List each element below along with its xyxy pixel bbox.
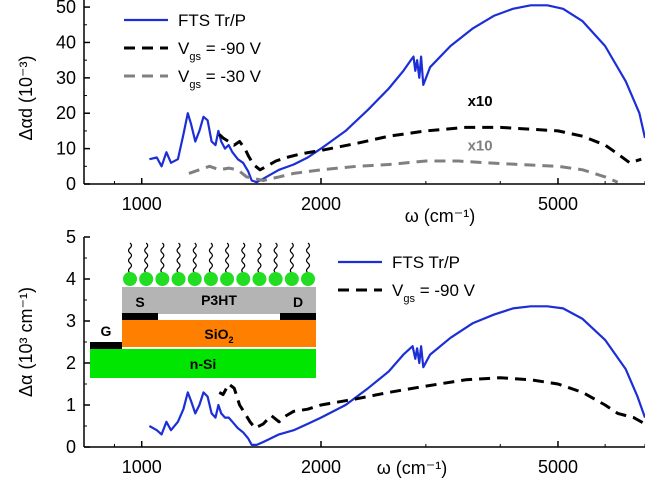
top-series-0-line xyxy=(149,4,645,184)
molecule-chain xyxy=(176,242,181,274)
bottom-y-tick-label: 2 xyxy=(66,353,76,373)
molecule-chain xyxy=(208,242,214,274)
molecule-head xyxy=(155,272,170,286)
bottom-series-1-line xyxy=(218,376,645,430)
sio2-label: SiO2 xyxy=(204,326,233,345)
bottom-x-axis-label: ω (cm⁻¹) xyxy=(377,458,448,478)
top-x-tick-label: 1000 xyxy=(122,194,162,214)
drain-label: D xyxy=(293,294,303,310)
top-annotations: x10 x10 xyxy=(468,93,493,154)
top-legend-label-0: FTS Tr/P xyxy=(178,11,246,30)
top-annotation-1: x10 xyxy=(468,137,493,154)
top-y-tick-label: 10 xyxy=(56,139,76,159)
molecule-chain xyxy=(144,242,149,274)
bottom-y-axis-label: Δα (10³ cm⁻¹) xyxy=(16,287,36,397)
top-series-2-line xyxy=(188,159,619,184)
molecule-head xyxy=(123,272,137,286)
top-legend: FTS Tr/P Vgs = -90 V Vgs = -30 V xyxy=(124,11,262,91)
molecule-chain xyxy=(289,242,294,274)
gate-label: G xyxy=(101,323,112,339)
molecule-chain xyxy=(160,242,165,274)
gate-electrode xyxy=(90,342,122,349)
top-x-tick-label: 5000 xyxy=(538,194,578,214)
top-y-tick-label: 50 xyxy=(56,0,76,17)
bottom-legend: FTS Tr/P Vgs = -90 V xyxy=(338,253,476,305)
source-electrode xyxy=(122,313,158,320)
device-schematic-inset: P3HT S D SiO2 G n-Si xyxy=(90,242,316,378)
molecule-head xyxy=(139,272,154,286)
molecule-chain xyxy=(305,242,311,274)
svg-text:ω (cm⁻¹): ω (cm⁻¹) xyxy=(377,458,448,478)
bottom-legend-label-0: FTS Tr/P xyxy=(392,253,460,272)
molecule-head xyxy=(252,272,267,286)
molecule-head xyxy=(220,272,235,286)
molecule-chain xyxy=(241,242,246,274)
top-tick-labels: 0 10 20 30 40 50 1000 2000 5000 xyxy=(56,0,578,214)
molecule-head xyxy=(268,272,283,286)
top-annotation-0: x10 xyxy=(468,93,493,110)
molecule-head xyxy=(203,272,218,286)
bottom-series-0-line xyxy=(148,305,645,446)
top-panel: 0 10 20 30 40 50 1000 2000 5000 Δαd (10⁻³) ω (cm… xyxy=(16,0,645,226)
svg-text:ω (cm⁻¹): ω (cm⁻¹) xyxy=(405,206,476,226)
p3ht-label: P3HT xyxy=(201,292,237,308)
bottom-panel: 0 1 2 3 4 5 1000 2000 5000 Δα (10³ cm⁻¹) ω (cm⁻¹… xyxy=(16,227,645,478)
bottom-legend-label-1: Vgs = -90 V xyxy=(392,281,476,305)
bottom-x-tick-label: 5000 xyxy=(538,457,578,477)
bottom-y-tick-label: 3 xyxy=(66,311,76,331)
bottom-x-tick-label: 2000 xyxy=(301,457,341,477)
bottom-y-tick-label: 0 xyxy=(66,437,76,457)
top-x-tick-label: 2000 xyxy=(301,194,341,214)
top-x-axis-label: ω (cm⁻¹) xyxy=(405,206,476,226)
molecule-head xyxy=(171,272,186,286)
molecule-chain xyxy=(224,242,230,274)
molecule-head xyxy=(236,272,251,286)
molecule-head xyxy=(187,272,202,286)
top-axes xyxy=(83,0,645,185)
molecule-head xyxy=(301,272,315,286)
top-series-1-line xyxy=(218,125,642,172)
top-y-tick-label: 40 xyxy=(56,32,76,52)
bottom-y-tick-label: 4 xyxy=(66,269,76,289)
source-label: S xyxy=(135,294,144,310)
p3ht-layer xyxy=(122,287,316,314)
molecule-chain xyxy=(127,242,133,274)
molecule-head xyxy=(284,272,299,286)
top-y-axis-label: Δαd (10⁻³) xyxy=(16,56,36,141)
bottom-series-group xyxy=(148,305,645,446)
bottom-axes xyxy=(83,236,645,448)
bottom-y-tick-label: 5 xyxy=(66,227,76,247)
bottom-x-tick-label: 1000 xyxy=(122,457,162,477)
bottom-y-tick-label: 1 xyxy=(66,395,76,415)
bottom-tick-labels: 0 1 2 3 4 5 1000 2000 5000 xyxy=(66,227,578,477)
sio2-layer xyxy=(122,320,316,347)
n-si-layer xyxy=(90,349,316,378)
top-y-tick-label: 20 xyxy=(56,103,76,123)
drain-electrode xyxy=(280,313,316,320)
top-y-tick-label: 30 xyxy=(56,68,76,88)
molecule-chain xyxy=(273,242,278,274)
top-y-tick-label: 0 xyxy=(66,174,76,194)
molecule-chain xyxy=(257,242,262,274)
molecule-chains xyxy=(123,242,315,286)
top-legend-label-2: Vgs = -30 V xyxy=(178,67,262,91)
top-legend-label-1: Vgs = -90 V xyxy=(178,39,262,63)
top-series-group xyxy=(149,4,645,184)
n-si-label: n-Si xyxy=(190,356,216,372)
molecule-chain xyxy=(192,242,197,274)
